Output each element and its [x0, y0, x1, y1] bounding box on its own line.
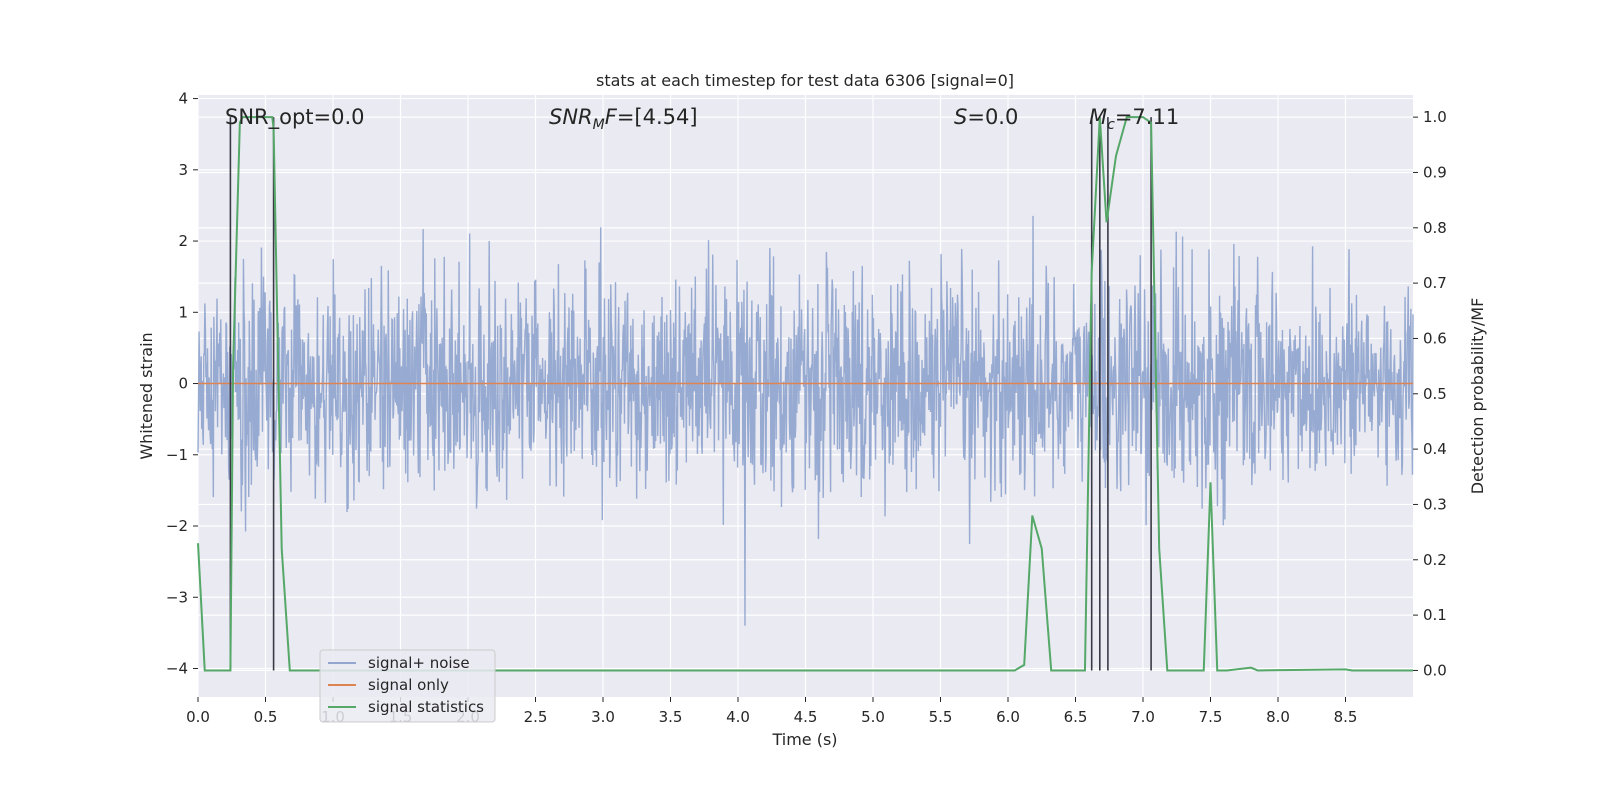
signal-statistics-line	[197, 116, 1413, 672]
x-tick-label: 8.0	[1266, 708, 1290, 726]
annotation-text: SNR_opt=0.0	[225, 105, 365, 130]
x-tick-label: 7.5	[1199, 708, 1223, 726]
x-tick-label: 8.5	[1334, 708, 1358, 726]
legend-label-signal-statistics: signal statistics	[368, 698, 484, 716]
x-tick-label: 4.0	[726, 708, 750, 726]
y-tick-label: −2	[166, 517, 188, 535]
y-tick-label: −1	[166, 446, 188, 464]
chart-title: stats at each timestep for test data 630…	[596, 71, 1014, 90]
y2-axis-label: Detection probability/MF	[1468, 298, 1487, 495]
legend-label-signal-noise: signal+ noise	[368, 654, 470, 672]
annotations: SNR_opt=0.0 SNRMF=[4.54] S=0.0 Mc=7.11	[225, 105, 1179, 133]
y2-tick-label: 0.8	[1423, 219, 1447, 237]
legend-label-signal-only: signal only	[368, 676, 449, 694]
signal-noise-line	[197, 215, 1414, 626]
x-tick-label: 0.5	[254, 708, 278, 726]
y2-tick-label: 0.4	[1423, 440, 1447, 458]
y2-tick-label: 1.0	[1423, 108, 1447, 126]
x-tick-label: 2.5	[524, 708, 548, 726]
legend: signal+ noise signal only signal statist…	[319, 649, 496, 723]
x-tick-label: 7.0	[1131, 708, 1155, 726]
y-tick-label: 0	[178, 375, 188, 393]
y2-tick-label: 0.0	[1423, 661, 1447, 679]
y-axis-label: Whitened strain	[137, 332, 156, 459]
y2-tick-label: 0.9	[1423, 163, 1447, 181]
x-tick-label: 5.5	[929, 708, 953, 726]
x-tick-label: 4.5	[794, 708, 818, 726]
annotation-text: S=0.0	[954, 105, 1018, 129]
x-tick-label: 6.0	[996, 708, 1020, 726]
x-tick-label: 3.0	[591, 708, 615, 726]
y-tick-label: −4	[166, 660, 188, 678]
y2-tick-label: 0.1	[1423, 606, 1447, 624]
y2-tick-label: 0.3	[1423, 495, 1447, 513]
x-tick-label: 3.5	[659, 708, 683, 726]
y2-tick-label: 0.6	[1423, 329, 1447, 347]
y-tick-label: 1	[178, 303, 188, 321]
y-tick-label: −3	[166, 588, 188, 606]
x-tick-label: 0.0	[186, 708, 210, 726]
x-tick-label: 6.5	[1064, 708, 1088, 726]
vertical-marker-lines	[229, 117, 1152, 671]
y2-tick-label: 0.2	[1423, 551, 1447, 569]
annotation-text: SNRMF=[4.54]	[549, 105, 698, 133]
y2-tick-label: 0.5	[1423, 385, 1447, 403]
y-axis-ticks: 4 3 2 1 0 −1 −2 −3 −4	[166, 90, 198, 678]
series-signal-statistics	[197, 116, 1413, 672]
x-tick-label: 5.0	[861, 708, 885, 726]
legend-box	[319, 649, 496, 723]
y2-axis-ticks: 1.0 0.9 0.8 0.7 0.6 0.5 0.4 0.3 0.2 0.1 0.0	[1413, 108, 1447, 679]
series-signal-noise	[197, 215, 1414, 626]
y-tick-label: 3	[178, 161, 188, 179]
y2-tick-label: 0.7	[1423, 274, 1447, 292]
y-tick-label: 2	[178, 232, 188, 250]
y-tick-label: 4	[178, 90, 188, 108]
annotation-text: Mc=7.11	[1089, 105, 1179, 133]
x-axis-label: Time (s)	[771, 730, 837, 749]
